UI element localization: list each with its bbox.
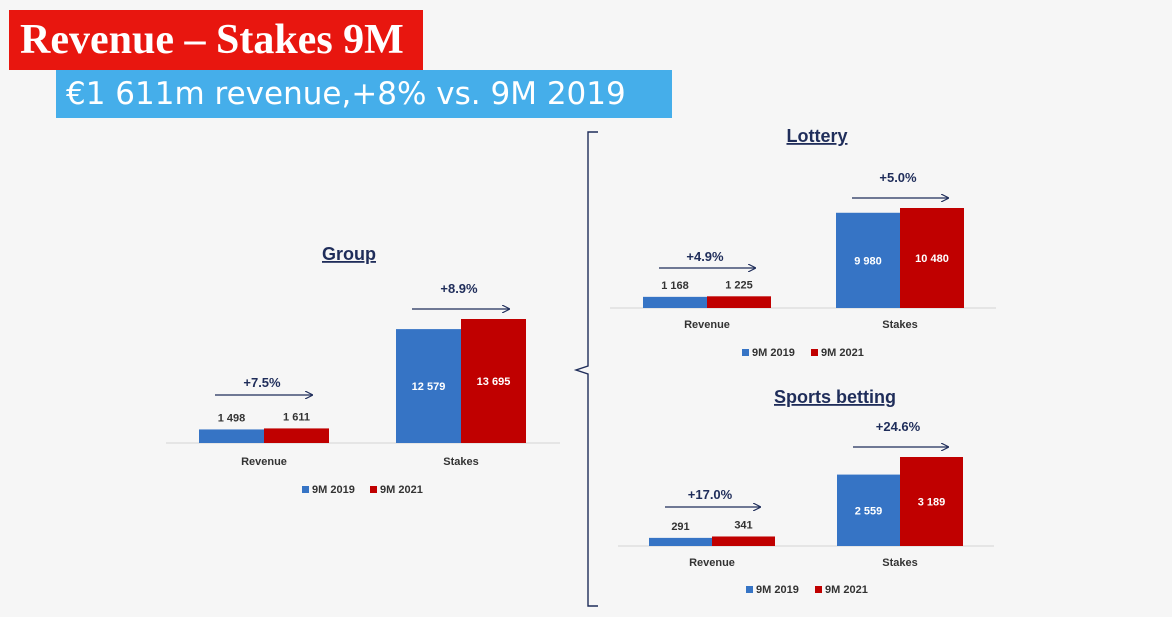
legend-label: 9M 2019	[756, 584, 799, 596]
brace-divider	[573, 131, 598, 607]
bar	[707, 296, 771, 308]
chart-lottery: Lottery 1 168 1 225 Revenue +4.9% 9 980 10 480…	[610, 126, 996, 359]
category-label: Stakes	[443, 456, 478, 468]
category-label: Revenue	[241, 456, 287, 468]
growth-label: +5.0%	[879, 170, 917, 185]
legend-label: 9M 2021	[380, 484, 423, 496]
legend-swatch	[742, 349, 749, 356]
legend-label: 9M 2021	[825, 584, 868, 596]
slide-title: Revenue – Stakes 9M	[9, 10, 423, 70]
bar	[712, 536, 775, 546]
bar	[649, 537, 712, 546]
bar	[900, 457, 963, 546]
category-label: Stakes	[882, 319, 917, 331]
data-label: 13 695	[477, 376, 511, 388]
data-label: 2 559	[855, 505, 883, 517]
data-label: 1 611	[283, 411, 310, 423]
legend-label: 9M 2019	[312, 484, 355, 496]
data-label: 1 498	[218, 412, 246, 424]
data-label: 9 980	[854, 255, 882, 267]
growth-label: +7.5%	[243, 375, 281, 390]
data-label: 1 225	[725, 279, 753, 291]
legend-swatch	[302, 486, 309, 493]
legend-label: 9M 2021	[821, 347, 864, 359]
legend-label: 9M 2019	[752, 347, 795, 359]
legend-swatch	[370, 486, 377, 493]
category-label: Revenue	[689, 557, 735, 569]
bar	[461, 319, 526, 443]
bar	[264, 428, 329, 443]
legend-swatch	[746, 586, 753, 593]
chart-title: Lottery	[786, 126, 847, 146]
data-label: 341	[734, 519, 752, 531]
bar	[643, 296, 707, 308]
bar	[199, 429, 264, 443]
bar	[900, 208, 964, 308]
chart-title: Group	[322, 244, 376, 264]
category-label: Revenue	[684, 319, 730, 331]
slide-subtitle: €1 611m revenue,+8% vs. 9M 2019	[56, 70, 672, 118]
category-label: Stakes	[882, 557, 917, 569]
chart-layer: Group 1 498 1 611 Revenue +7.5% 12 579 13 695 S…	[166, 126, 996, 596]
bar	[396, 329, 461, 443]
data-label: 3 189	[918, 497, 946, 509]
bar	[836, 212, 900, 308]
data-label: 12 579	[412, 381, 446, 393]
data-label: 1 168	[661, 280, 689, 292]
chart-group: Group 1 498 1 611 Revenue +7.5% 12 579 13 695 S…	[166, 244, 560, 496]
legend-swatch	[811, 349, 818, 356]
chart-title: Sports betting	[774, 387, 896, 407]
growth-label: +17.0%	[688, 487, 733, 502]
bar	[837, 474, 900, 546]
legend-swatch	[815, 586, 822, 593]
growth-label: +24.6%	[876, 419, 921, 434]
growth-label: +8.9%	[440, 281, 478, 296]
data-label: 10 480	[915, 253, 949, 265]
growth-label: +4.9%	[686, 249, 724, 264]
chart-sports: Sports betting 291 341 Revenue +17.0% 2 559 3 …	[618, 387, 994, 596]
data-label: 291	[671, 521, 689, 533]
